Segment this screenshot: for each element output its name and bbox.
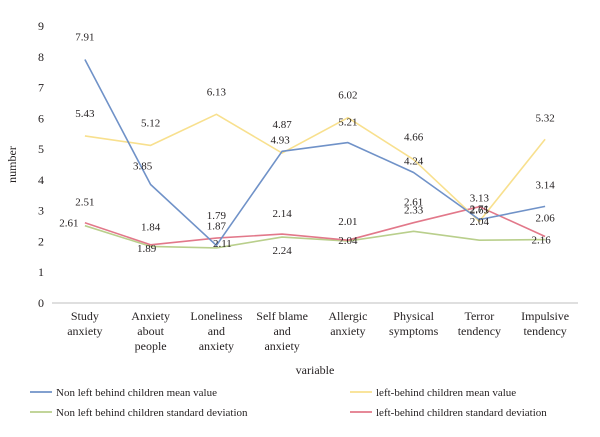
data-label: 4.93	[271, 134, 291, 146]
y-tick-label: 3	[38, 204, 44, 218]
data-labels: 7.91 3.85 1.87 4.93 5.21 4.24 2.71 3.14 5.43 5.12…	[59, 32, 555, 258]
x-category-label: Impulsive tendency	[521, 309, 569, 338]
y-tick-label: 7	[38, 81, 44, 95]
data-label: 2.51	[75, 197, 94, 209]
y-tick-label: 1	[38, 265, 44, 279]
x-category-label: Anxiety about people	[131, 309, 170, 353]
data-label: 5.43	[75, 108, 95, 120]
legend-label: Non left behind children standard deviat…	[56, 407, 248, 419]
x-category-label: Physical symptoms	[389, 309, 439, 338]
y-tick-labels: 0 1 2 3 4 5 6 7 8 9	[38, 19, 44, 310]
data-label: 3.85	[133, 161, 153, 173]
data-label: 7.91	[75, 32, 94, 44]
data-label: 5.21	[338, 117, 357, 129]
legend-label: left-behind children standard deviation	[376, 407, 547, 419]
y-tick-label: 4	[38, 173, 44, 187]
series-line	[84, 205, 546, 246]
x-category-label: Self blame and anxiety	[256, 309, 308, 353]
y-tick-label: 5	[38, 142, 44, 156]
data-label: 2.61	[59, 218, 78, 230]
data-label: 5.12	[141, 117, 160, 129]
data-label: 2.14	[273, 208, 293, 220]
y-tick-label: 2	[38, 234, 44, 248]
x-category-label: Terror tendency	[458, 309, 501, 338]
data-label: 4.66	[404, 132, 424, 144]
data-label: 2.11	[213, 238, 232, 250]
y-tick-label: 8	[38, 50, 44, 64]
data-label: 2.04	[470, 216, 490, 228]
x-category-label: Allergic anxiety	[328, 309, 367, 338]
data-label: 6.13	[207, 86, 227, 98]
data-label: 2.61	[404, 197, 423, 209]
data-label: 1.89	[137, 243, 157, 255]
data-label: 4.87	[273, 119, 293, 131]
series-line	[84, 224, 546, 249]
data-label: 2.71	[470, 204, 489, 216]
data-label: 2.01	[338, 216, 357, 228]
series-line	[84, 59, 546, 247]
legend-label: left-behind children mean value	[376, 387, 516, 399]
data-label: 2.16	[532, 235, 552, 247]
data-label: 2.04	[338, 235, 358, 247]
legend: Non left behind children mean value left-…	[30, 387, 547, 419]
data-label: 4.24	[404, 156, 424, 168]
data-label: 2.06	[536, 213, 556, 225]
x-category-label: Loneliness and anxiety	[190, 309, 242, 353]
x-category-labels: Study anxiety Anxiety about people Loneliness…	[67, 309, 569, 353]
data-label: 6.02	[338, 90, 357, 102]
data-label: 5.32	[536, 112, 555, 124]
y-tick-label: 6	[38, 111, 44, 125]
data-label: 2.33	[404, 204, 424, 216]
legend-label: Non left behind children mean value	[56, 387, 217, 399]
x-axis-title: variable	[296, 363, 335, 377]
y-tick-label: 9	[38, 19, 44, 33]
data-label: 2.24	[273, 245, 293, 257]
series-lines	[84, 59, 546, 249]
data-label: 2.65	[470, 204, 490, 216]
data-label: 1.87	[207, 220, 227, 232]
x-category-label: Study anxiety	[67, 309, 102, 338]
data-label: 1.79	[207, 210, 227, 222]
y-axis-title: number	[5, 146, 19, 183]
data-label: 3.14	[536, 179, 556, 191]
data-label: 1.84	[141, 221, 161, 233]
y-tick-label: 0	[38, 296, 44, 310]
data-label: 3.13	[470, 193, 490, 205]
